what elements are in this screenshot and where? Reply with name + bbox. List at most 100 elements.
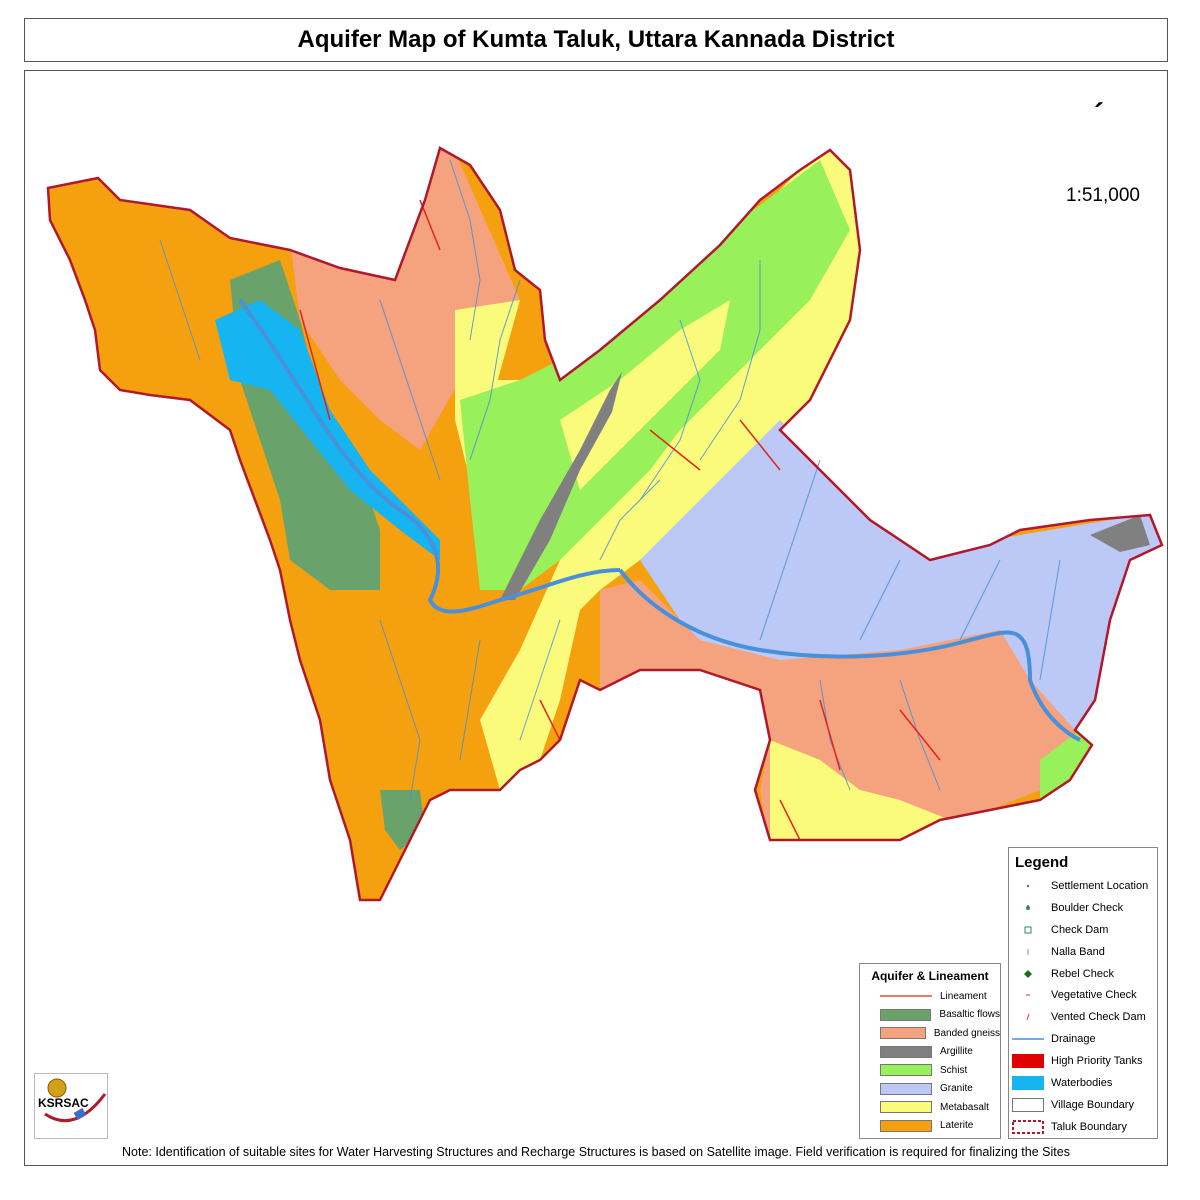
- drainage-line: [959, 559, 1001, 641]
- drainage-line: [159, 239, 201, 361]
- granite-swatch: [880, 1082, 932, 1095]
- lineament: [819, 699, 841, 771]
- legend-label: Vented Check Dam: [1051, 1011, 1146, 1024]
- drainage-line: [759, 459, 821, 641]
- aquifer-legend-item: Banded gneiss: [860, 1024, 1000, 1043]
- aquifer-label: Granite: [940, 1083, 973, 1095]
- legend-title: Legend: [1015, 854, 1069, 871]
- legend-item: Check Dam: [1009, 919, 1157, 941]
- aquifer-label: Metabasalt: [940, 1101, 989, 1113]
- aghanashini-river: [238, 298, 621, 614]
- drainage-line: [819, 679, 851, 791]
- drainage-line: [639, 319, 701, 501]
- aquifer-legend-title: Aquifer & Lineament: [871, 969, 989, 983]
- vented-check-dam-icon: [1009, 1012, 1047, 1022]
- drainage-line: [379, 299, 441, 481]
- legend-item: Rebel Check: [1009, 963, 1157, 985]
- legend-label: Taluk Boundary: [1051, 1120, 1127, 1133]
- legend-item: Village Boundary: [1009, 1094, 1157, 1116]
- emblem-icon: [44, 1078, 107, 1123]
- north-arrow: ´: [1094, 98, 1104, 131]
- drainage-line: [459, 639, 481, 761]
- legend-label: Settlement Location: [1051, 879, 1149, 892]
- nalla-band-icon: [1009, 947, 1047, 957]
- legend-panel: Legend Settlement Location Boulder Check…: [1008, 847, 1158, 1139]
- argillite-patch-east: [1090, 515, 1150, 552]
- argillite-swatch: [880, 1045, 932, 1058]
- aquifer-zones: [48, 148, 1162, 900]
- schist-swatch: [880, 1064, 932, 1077]
- drainage-line: [599, 479, 661, 561]
- drainage-line: [859, 559, 901, 641]
- lineament: [899, 709, 941, 761]
- legend-label: Vegetative Check: [1051, 989, 1137, 1002]
- legend-label: High Priority Tanks: [1051, 1055, 1143, 1068]
- aquifer-label: Banded gneiss: [933, 1027, 1000, 1039]
- drainage-line: [899, 679, 941, 791]
- legend-label: Check Dam: [1051, 923, 1109, 936]
- taluk-boundary: [46, 146, 1164, 902]
- banded-gneiss-swatch: [880, 1027, 926, 1040]
- boulder-check-icon: [1009, 903, 1047, 913]
- lineament: [739, 419, 781, 471]
- map-frame: [24, 70, 1168, 1166]
- aquifer-legend-item: Granite: [860, 1080, 1000, 1099]
- metabasalt-zone-south: [770, 740, 950, 850]
- aquifer-label: Laterite: [940, 1120, 974, 1132]
- basaltic-flows-swatch: [880, 1008, 932, 1021]
- taluk-boundary-swatch-icon: [1009, 1119, 1047, 1134]
- map-scale: 1:51,000: [1066, 185, 1140, 206]
- footer-note: Note: Identification of suitable sites f…: [122, 1145, 1070, 1159]
- lineament: [779, 799, 801, 841]
- drainage-line: [699, 260, 761, 461]
- legend-item: Boulder Check: [1009, 897, 1157, 919]
- aquifer-label: Basaltic flows: [939, 1009, 1000, 1021]
- aquifer-legend-item: Metabasalt: [860, 1098, 1000, 1117]
- aquifer-legend-item: Schist: [860, 1061, 1000, 1080]
- legend-label: Boulder Check: [1051, 901, 1124, 914]
- legend-label: Waterbodies: [1051, 1076, 1113, 1089]
- legend-label: Rebel Check: [1051, 967, 1114, 980]
- metabasalt-swatch: [880, 1101, 932, 1114]
- check-dam-icon: [1009, 925, 1047, 935]
- drainage-line: [519, 619, 561, 741]
- aquifer-label: Argillite: [940, 1046, 973, 1058]
- legend-item: Settlement Location: [1009, 875, 1157, 897]
- waterbody-swatch-icon: [1009, 1075, 1047, 1090]
- village-boundary-swatch-icon: [1009, 1097, 1047, 1112]
- lineament-swatch: [880, 990, 932, 1002]
- drainage-line: [469, 279, 521, 461]
- legend-item: Taluk Boundary: [1009, 1116, 1157, 1138]
- legend-item: Nalla Band: [1009, 941, 1157, 963]
- aquifer-legend-panel: Aquifer & Lineament Lineament Basaltic f…: [859, 963, 1001, 1139]
- legend-item: Waterbodies: [1009, 1072, 1157, 1094]
- legend-item: Vented Check Dam: [1009, 1006, 1157, 1028]
- argillite-band: [500, 372, 622, 600]
- drainage-line: [449, 159, 481, 341]
- drainage-line: [379, 619, 421, 801]
- aquifer-legend-item: Laterite: [860, 1117, 1000, 1136]
- map-title-box: Aquifer Map of Kumta Taluk, Uttara Kanna…: [24, 18, 1168, 62]
- lineament: [649, 429, 701, 471]
- drainage-line: [1039, 559, 1061, 681]
- logo-text: KSRSAC: [38, 1096, 89, 1110]
- ksrsac-logo: KSRSAC: [34, 1073, 108, 1139]
- aquifer-legend-item: Argillite: [860, 1043, 1000, 1062]
- laterite-swatch: [880, 1119, 932, 1132]
- drainage-line-icon: [1009, 1036, 1047, 1042]
- vegetative-check-icon: [1009, 990, 1047, 1000]
- drainage-network: [159, 159, 1061, 801]
- aquifer-legend-item: Basaltic flows: [860, 1006, 1000, 1025]
- metabasalt-band: [560, 300, 730, 490]
- lineament: [419, 199, 441, 251]
- legend-item: Drainage: [1009, 1028, 1157, 1050]
- legend-item: Vegetative Check: [1009, 984, 1157, 1006]
- banded-gneiss-zone-south: [600, 580, 1075, 850]
- map-title: Aquifer Map of Kumta Taluk, Uttara Kanna…: [297, 26, 895, 53]
- aquifer-legend-item: Lineament: [860, 987, 1000, 1006]
- aquifer-label: Lineament: [940, 990, 987, 1002]
- legend-label: Drainage: [1051, 1033, 1096, 1046]
- rebel-check-icon: [1009, 969, 1047, 979]
- lineaments: [299, 199, 941, 841]
- lineament: [299, 309, 331, 421]
